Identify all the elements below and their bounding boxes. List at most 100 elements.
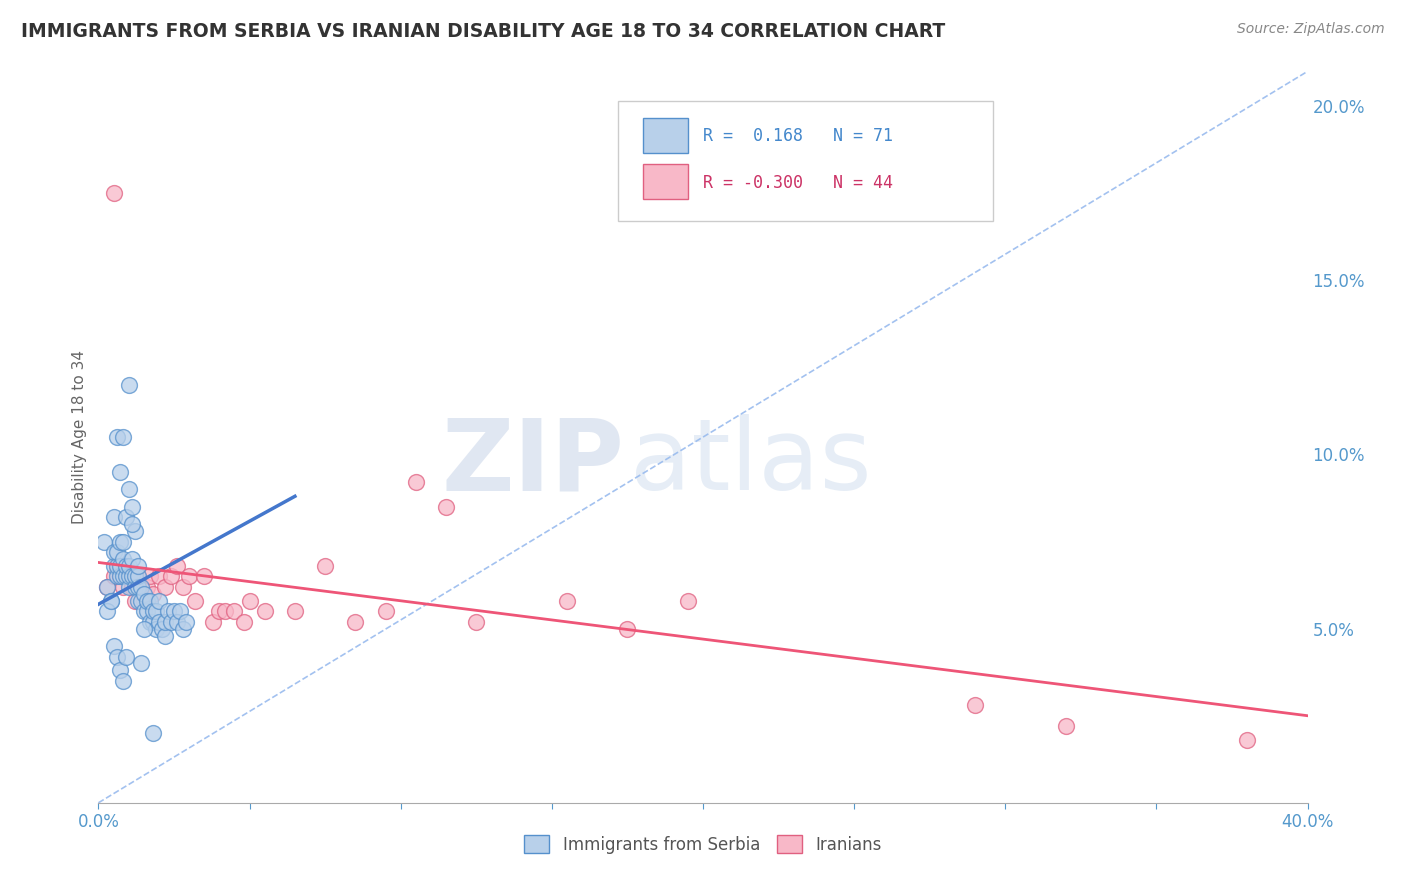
Point	[239, 594, 262, 608]
Point	[169, 604, 191, 618]
Point	[127, 580, 149, 594]
Point	[100, 594, 122, 608]
Point	[100, 594, 122, 608]
Point	[616, 622, 638, 636]
Point	[139, 615, 162, 629]
Point	[1054, 719, 1077, 733]
Point	[132, 587, 155, 601]
Point	[121, 552, 143, 566]
Point	[124, 594, 146, 608]
Point	[1236, 733, 1258, 747]
Point	[114, 569, 136, 583]
Point	[174, 615, 197, 629]
Point	[111, 580, 134, 594]
Point	[103, 569, 125, 583]
Text: atlas: atlas	[630, 414, 872, 511]
Point	[124, 569, 146, 583]
Point	[465, 615, 488, 629]
FancyBboxPatch shape	[619, 101, 993, 221]
Point	[108, 558, 131, 573]
Point	[156, 604, 179, 618]
Point	[284, 604, 307, 618]
Point	[145, 622, 167, 636]
Point	[121, 517, 143, 532]
Point	[105, 649, 128, 664]
Point	[124, 580, 146, 594]
Point	[193, 569, 215, 583]
Point	[184, 594, 207, 608]
Point	[965, 698, 987, 713]
Point	[148, 569, 170, 583]
Point	[139, 569, 162, 583]
Point	[129, 657, 152, 671]
Point	[114, 569, 136, 583]
Point	[202, 615, 225, 629]
Point	[179, 569, 201, 583]
Point	[160, 615, 183, 629]
Point	[118, 569, 141, 583]
Point	[105, 558, 128, 573]
Point	[105, 430, 128, 444]
Point	[103, 545, 125, 559]
Point	[224, 604, 246, 618]
Point	[172, 580, 194, 594]
Point	[434, 500, 457, 514]
Point	[111, 534, 134, 549]
Point	[105, 558, 128, 573]
Point	[153, 580, 176, 594]
Point	[132, 604, 155, 618]
Point	[139, 594, 162, 608]
Point	[108, 534, 131, 549]
Point	[124, 524, 146, 538]
Point	[111, 430, 134, 444]
Bar	[643, 164, 689, 199]
Point	[135, 604, 157, 618]
Point	[118, 558, 141, 573]
Point	[108, 664, 131, 678]
Point	[344, 615, 367, 629]
Point	[105, 569, 128, 583]
Point	[135, 580, 157, 594]
Point	[103, 186, 125, 201]
Point	[121, 580, 143, 594]
Point	[108, 569, 131, 583]
Point	[127, 569, 149, 583]
Point	[127, 558, 149, 573]
Point	[111, 569, 134, 583]
Point	[166, 558, 188, 573]
Point	[232, 615, 254, 629]
Point	[153, 629, 176, 643]
Point	[150, 622, 173, 636]
Point	[105, 545, 128, 559]
Point	[114, 649, 136, 664]
Point	[93, 534, 115, 549]
Point	[121, 569, 143, 583]
Point	[314, 558, 336, 573]
Point	[374, 604, 396, 618]
Point	[132, 594, 155, 608]
Point	[145, 604, 167, 618]
Point	[118, 580, 141, 594]
Point	[163, 604, 186, 618]
Point	[114, 558, 136, 573]
Point	[127, 594, 149, 608]
Point	[148, 594, 170, 608]
Point	[142, 587, 165, 601]
Point	[114, 510, 136, 524]
Text: R = -0.300   N = 44: R = -0.300 N = 44	[703, 174, 893, 192]
Point	[129, 580, 152, 594]
Point	[96, 604, 118, 618]
Point	[214, 604, 236, 618]
Bar	[643, 118, 689, 153]
Point	[172, 622, 194, 636]
Point	[129, 594, 152, 608]
Point	[118, 483, 141, 497]
Point	[121, 500, 143, 514]
Point	[103, 558, 125, 573]
Point	[142, 615, 165, 629]
Point	[153, 615, 176, 629]
Point	[142, 726, 165, 740]
Text: ZIP: ZIP	[441, 414, 624, 511]
Point	[405, 475, 427, 490]
Point	[135, 594, 157, 608]
